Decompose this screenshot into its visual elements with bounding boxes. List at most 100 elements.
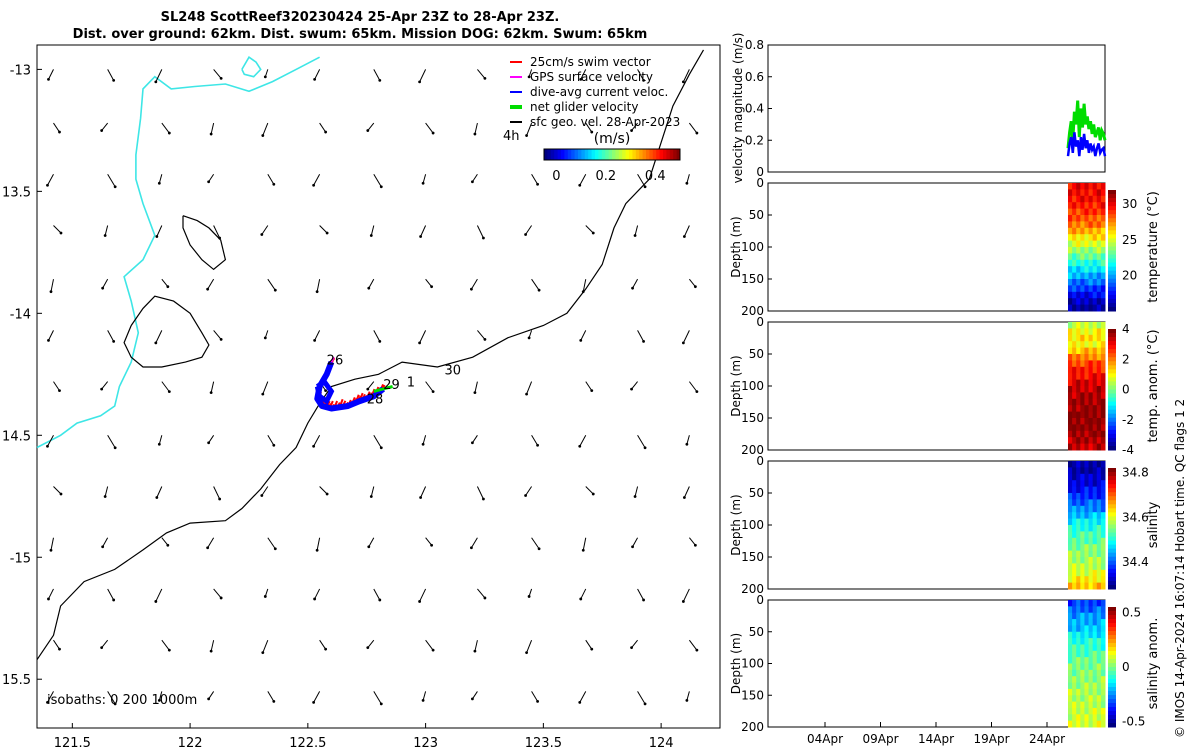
section-heatmap-cell [1088, 354, 1094, 361]
section-heatmap-cell [1084, 279, 1090, 286]
section-y-tick-label: 150 [741, 688, 764, 702]
section-y-tick-label: 150 [741, 272, 764, 286]
section-heatmap-cell [1088, 379, 1094, 387]
plot-title-line1: SL248 ScottReef320230424 25-Apr 23Z to 2… [160, 10, 560, 25]
section-colorbar-cell [1108, 365, 1116, 370]
section-heatmap-cell [1096, 657, 1102, 664]
geo-vector-head [263, 75, 267, 79]
geo-vector-head [260, 494, 264, 497]
section-heatmap-cell [1096, 669, 1102, 677]
section-heatmap-cell [1084, 600, 1090, 607]
section-y-tick-label: 150 [741, 550, 764, 564]
coast-island [241, 56, 262, 78]
section-axes-box [767, 460, 1106, 590]
colorbar-cell [635, 149, 640, 160]
geo-vector [637, 435, 646, 449]
section-heatmap-cell [1088, 430, 1094, 438]
section-heatmap-cell [1084, 663, 1090, 671]
geo-vector-head [524, 494, 527, 497]
geo-vector [161, 537, 169, 546]
section-heatmap-cell [1076, 341, 1081, 349]
geo-vector [210, 381, 215, 393]
colorbar-tick-label: 0.2 [595, 169, 616, 184]
section-heatmap-cell [1076, 631, 1081, 639]
section-heatmap-cell [1100, 291, 1106, 299]
geo-vector-head [482, 497, 485, 501]
section-heatmap-cell [1080, 707, 1085, 715]
section-colorbar-cell [1108, 278, 1116, 284]
section-heatmap-cell [1088, 612, 1094, 620]
section-colorbar-cell [1108, 556, 1116, 562]
section-colorbar-cell [1108, 282, 1116, 288]
section-heatmap-cell [1068, 298, 1073, 306]
section-y-tick-label: 150 [741, 411, 764, 425]
section-heatmap-cell [1072, 512, 1077, 520]
geo-vector-head [591, 492, 595, 496]
section-heatmap-cell [1072, 638, 1077, 645]
geo-vector [585, 225, 594, 234]
geo-vector [53, 381, 60, 391]
section-heatmap-cell [1088, 298, 1094, 306]
geo-vector-head [112, 598, 116, 602]
section-heatmap-cell [1068, 695, 1073, 703]
section-heatmap-cell [1072, 493, 1077, 500]
section-heatmap-cell [1100, 473, 1106, 481]
geo-vector-head [260, 233, 264, 236]
section-colorbar-cell [1108, 524, 1116, 529]
geo-vector-head [100, 646, 104, 650]
section-heatmap-cell [1068, 582, 1073, 590]
section-heatmap-cell [1088, 600, 1094, 607]
section-heatmap-cell [1100, 576, 1106, 584]
geo-vector [373, 174, 382, 188]
section-colorbar-cell [1108, 659, 1116, 664]
section-heatmap-cell [1068, 334, 1073, 342]
geo-vector [688, 381, 698, 392]
section-heatmap-cell [1096, 334, 1102, 342]
geo-vector-head [471, 180, 474, 184]
section-heatmap-cell [1080, 285, 1085, 293]
geo-vector [422, 174, 427, 184]
map-y-tick-label: -13 [10, 63, 31, 78]
section-heatmap-cell [1088, 619, 1094, 626]
geo-vector-head [643, 702, 647, 706]
geo-vector-head [312, 183, 316, 187]
section-heatmap-cell [1096, 227, 1102, 235]
section-heatmap-cell [1080, 486, 1085, 494]
geo-vector [319, 639, 327, 650]
section-heatmap-cell [1088, 695, 1094, 703]
section-heatmap-cell [1080, 512, 1085, 520]
geo-vector [50, 279, 54, 292]
geo-vector [688, 639, 698, 651]
section-heatmap-cell [1068, 437, 1073, 445]
section-heatmap-cell [1088, 360, 1094, 368]
geo-vector [267, 174, 275, 185]
section-colorbar-cell [1108, 433, 1116, 439]
section-heatmap-cell [1096, 550, 1102, 558]
geo-vector-head [431, 648, 435, 652]
section-heatmap-cell [1096, 512, 1102, 520]
section-heatmap-cell [1096, 461, 1102, 468]
geo-vector [47, 691, 54, 703]
section-colorbar-cell [1108, 409, 1116, 415]
geo-vector [48, 69, 54, 80]
section-colorbar-cell [1108, 711, 1116, 716]
geo-vector [419, 588, 427, 602]
section-heatmap-cell [1100, 424, 1106, 432]
section-colorbar-cell [1108, 623, 1116, 628]
section-heatmap-cell [1072, 379, 1077, 387]
section-heatmap-cell [1072, 366, 1077, 374]
section-heatmap-cell [1080, 354, 1085, 361]
geo-vector-head [101, 545, 105, 549]
colorbar-cell [622, 149, 627, 160]
section-heatmap-cell [1076, 512, 1081, 520]
section-colorbar-cell [1108, 568, 1116, 574]
section-heatmap-cell [1088, 505, 1094, 513]
geo-vector [419, 69, 427, 83]
geo-vector [156, 225, 163, 237]
section-heatmap-cell [1088, 606, 1094, 614]
section-heatmap-cell [1100, 493, 1106, 500]
section-heatmap-cell [1076, 600, 1081, 607]
section-heatmap-cell [1072, 606, 1077, 614]
geo-vector-head [325, 231, 329, 235]
section-heatmap-cell [1068, 424, 1073, 432]
